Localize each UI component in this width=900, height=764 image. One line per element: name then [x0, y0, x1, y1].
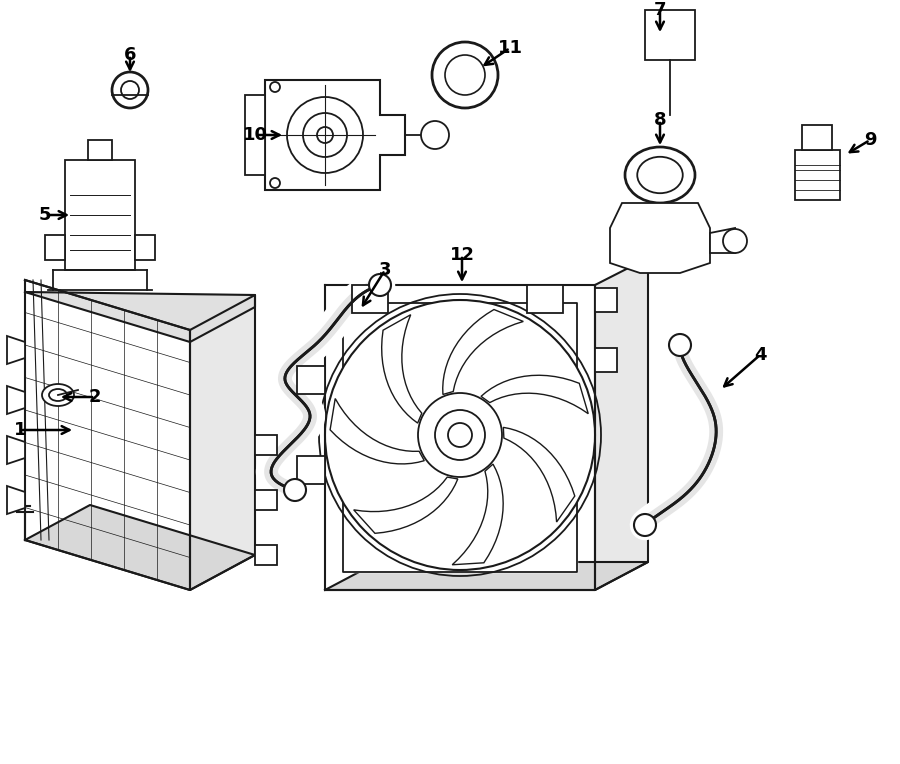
Ellipse shape	[445, 55, 485, 95]
Polygon shape	[452, 464, 503, 565]
Circle shape	[270, 82, 280, 92]
Circle shape	[634, 514, 656, 536]
Circle shape	[303, 113, 347, 157]
Text: 3: 3	[379, 261, 392, 279]
Polygon shape	[255, 435, 277, 455]
Text: 2: 2	[89, 388, 101, 406]
Polygon shape	[7, 436, 25, 464]
Ellipse shape	[637, 157, 683, 193]
Polygon shape	[25, 292, 255, 342]
Circle shape	[421, 121, 449, 149]
Polygon shape	[255, 545, 277, 565]
Polygon shape	[352, 285, 388, 313]
Polygon shape	[527, 285, 563, 313]
Ellipse shape	[432, 42, 498, 108]
Polygon shape	[25, 505, 255, 590]
Polygon shape	[481, 375, 589, 413]
Polygon shape	[795, 150, 840, 200]
Polygon shape	[7, 336, 25, 364]
Text: 11: 11	[498, 39, 523, 57]
Polygon shape	[343, 303, 577, 572]
Text: 10: 10	[242, 126, 267, 144]
Polygon shape	[595, 348, 617, 372]
Polygon shape	[25, 280, 190, 590]
Circle shape	[723, 229, 747, 253]
Text: 9: 9	[864, 131, 877, 149]
Polygon shape	[595, 288, 617, 312]
Polygon shape	[45, 235, 65, 260]
Polygon shape	[7, 386, 25, 414]
Circle shape	[435, 410, 485, 460]
Text: 8: 8	[653, 111, 666, 129]
Polygon shape	[245, 95, 265, 175]
Circle shape	[270, 178, 280, 188]
Polygon shape	[443, 309, 523, 394]
Circle shape	[121, 81, 139, 99]
Ellipse shape	[49, 389, 67, 401]
Polygon shape	[325, 285, 595, 590]
Polygon shape	[255, 490, 277, 510]
Circle shape	[418, 393, 502, 477]
Polygon shape	[595, 258, 648, 590]
Text: 6: 6	[124, 46, 136, 64]
Text: 4: 4	[754, 346, 766, 364]
Circle shape	[112, 72, 148, 108]
Polygon shape	[190, 295, 255, 590]
Polygon shape	[297, 366, 325, 394]
Polygon shape	[645, 10, 695, 60]
Polygon shape	[265, 80, 405, 190]
Polygon shape	[610, 203, 710, 273]
Ellipse shape	[625, 147, 695, 203]
Polygon shape	[7, 486, 25, 514]
Polygon shape	[710, 228, 735, 253]
Ellipse shape	[42, 384, 74, 406]
Polygon shape	[382, 315, 422, 423]
Polygon shape	[802, 125, 832, 150]
Circle shape	[669, 334, 691, 356]
Polygon shape	[65, 160, 135, 270]
Circle shape	[369, 274, 391, 296]
Polygon shape	[325, 562, 648, 590]
Polygon shape	[503, 427, 575, 522]
Polygon shape	[135, 235, 155, 260]
Circle shape	[317, 127, 333, 143]
Text: 12: 12	[449, 246, 474, 264]
Text: 7: 7	[653, 1, 666, 19]
Polygon shape	[330, 399, 424, 464]
Circle shape	[287, 97, 363, 173]
Polygon shape	[88, 140, 112, 160]
Circle shape	[448, 423, 472, 447]
Circle shape	[325, 300, 595, 570]
Circle shape	[284, 479, 306, 501]
Polygon shape	[297, 456, 325, 484]
Text: 1: 1	[14, 421, 26, 439]
Text: 5: 5	[39, 206, 51, 224]
Polygon shape	[354, 477, 458, 533]
